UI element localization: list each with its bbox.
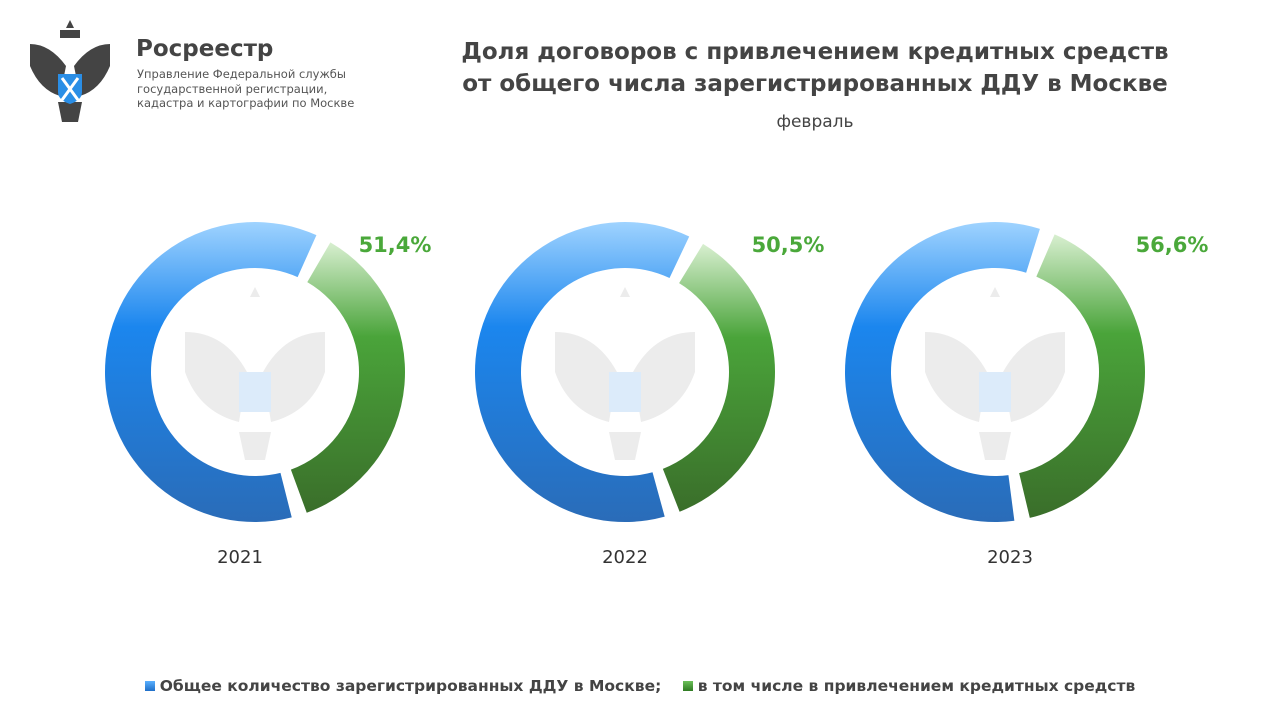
donut-segment-total (844, 221, 1040, 523)
donut-segment-credit (1019, 234, 1145, 518)
donut-segment-credit (290, 242, 405, 513)
share-label: 51,4% (359, 233, 432, 257)
legend-item-credit: в том числе в привлечением кредитных сре… (682, 677, 1136, 695)
donut-segment-credit (662, 243, 775, 512)
year-label: 2023 (987, 547, 1033, 568)
legend-item-total: Общее количество зарегистрированных ДДУ … (144, 677, 662, 695)
watermark-emblem-icon (185, 287, 325, 460)
watermark-shield-icon (239, 372, 271, 412)
watermark-shield-icon (979, 372, 1011, 412)
legend-label: в том числе в привлечением кредитных сре… (697, 677, 1136, 695)
share-label: 50,5% (752, 233, 825, 257)
watermark-emblem-icon (925, 287, 1065, 460)
share-label: 56,6% (1136, 233, 1209, 257)
legend-swatch (144, 681, 155, 691)
chart-title-line: от общего числа зарегистрированных ДДУ в… (462, 71, 1168, 97)
donut-segment-total (475, 221, 690, 522)
year-label: 2021 (217, 547, 263, 568)
legend-swatch (682, 681, 693, 691)
donut-segment-total (105, 221, 317, 522)
brand-subtitle-line: Управление Федеральной службы (137, 67, 346, 81)
brand-subtitle: Управление Федеральной службы государств… (137, 67, 354, 111)
brand-subtitle-line: государственной регистрации, (137, 81, 328, 96)
watermark-shield-icon (609, 372, 641, 412)
legend-label: Общее количество зарегистрированных ДДУ … (159, 677, 662, 695)
rosreestr-logo-emblem (30, 20, 110, 122)
year-label: 2022 (602, 547, 648, 568)
chart-title-line: Доля договоров с привлечением кредитных … (461, 39, 1169, 65)
chart-subtitle: февраль (776, 112, 854, 132)
chart-title: Доля договоров с привлечением кредитных … (400, 36, 1230, 100)
watermark-emblem-icon (555, 287, 695, 460)
legend: Общее количество зарегистрированных ДДУ … (0, 677, 1280, 695)
brand-subtitle-line: кадастра и картографии по Москве (137, 96, 355, 110)
brand-name: Росреестр (136, 36, 274, 62)
